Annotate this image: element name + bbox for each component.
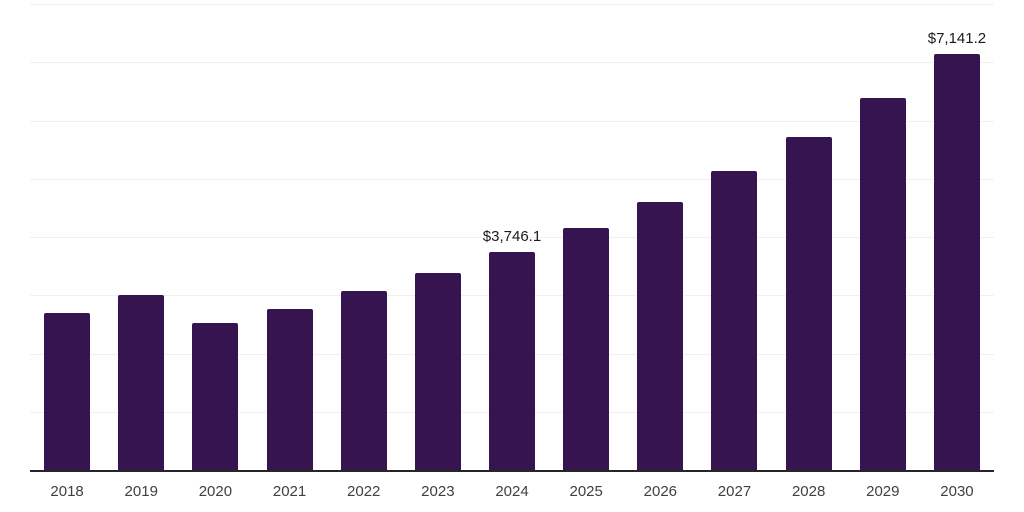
x-axis-tick-label-2018: 2018 (50, 483, 84, 500)
bar-2027 (711, 170, 758, 470)
bar-2029 (859, 97, 906, 470)
bar-2018 (44, 313, 91, 470)
x-axis-tick-label-2019: 2019 (124, 483, 158, 500)
bar-2020 (192, 323, 239, 470)
x-axis: 2018 2019 2020 2021 2022 2023 2024 2025 2026 2027… (30, 483, 994, 501)
plot-area: $3,746.1 $7,141.2 (30, 4, 994, 472)
x-axis-tick-label-2021: 2021 (272, 483, 307, 500)
gridline (30, 237, 994, 238)
x-axis-tick-label-2020: 2020 (198, 483, 233, 500)
bar-2019 (118, 295, 165, 470)
x-axis-tick-label-2028: 2028 (791, 483, 826, 500)
bar-2022 (340, 291, 387, 470)
bar-2021 (266, 309, 313, 470)
bar-2026 (637, 202, 684, 470)
gridline (30, 178, 994, 180)
bar-2023 (414, 273, 461, 470)
x-axis-tick-label-2025: 2025 (569, 483, 603, 500)
x-axis-tick-label-2027: 2027 (717, 483, 752, 500)
bar-value-label-2024: $3,746.1 (482, 227, 542, 245)
bar-2025 (563, 228, 610, 470)
gridline (30, 120, 994, 122)
x-axis-tick-label-2029: 2029 (866, 483, 900, 500)
x-axis-tick-label-2022: 2022 (347, 483, 381, 500)
x-axis-tick-label-2023: 2023 (421, 483, 455, 500)
bar-2030 (933, 54, 980, 470)
bar-2028 (785, 136, 832, 470)
x-axis-tick-label-2030: 2030 (940, 483, 974, 500)
x-axis-tick-label-2026: 2026 (643, 483, 678, 500)
gridline (30, 62, 994, 64)
gridline (30, 4, 994, 5)
x-axis-tick-label-2024: 2024 (495, 483, 529, 500)
bar-value-label-2030: $7,141.2 (927, 30, 987, 48)
bar-2024 (489, 251, 535, 470)
